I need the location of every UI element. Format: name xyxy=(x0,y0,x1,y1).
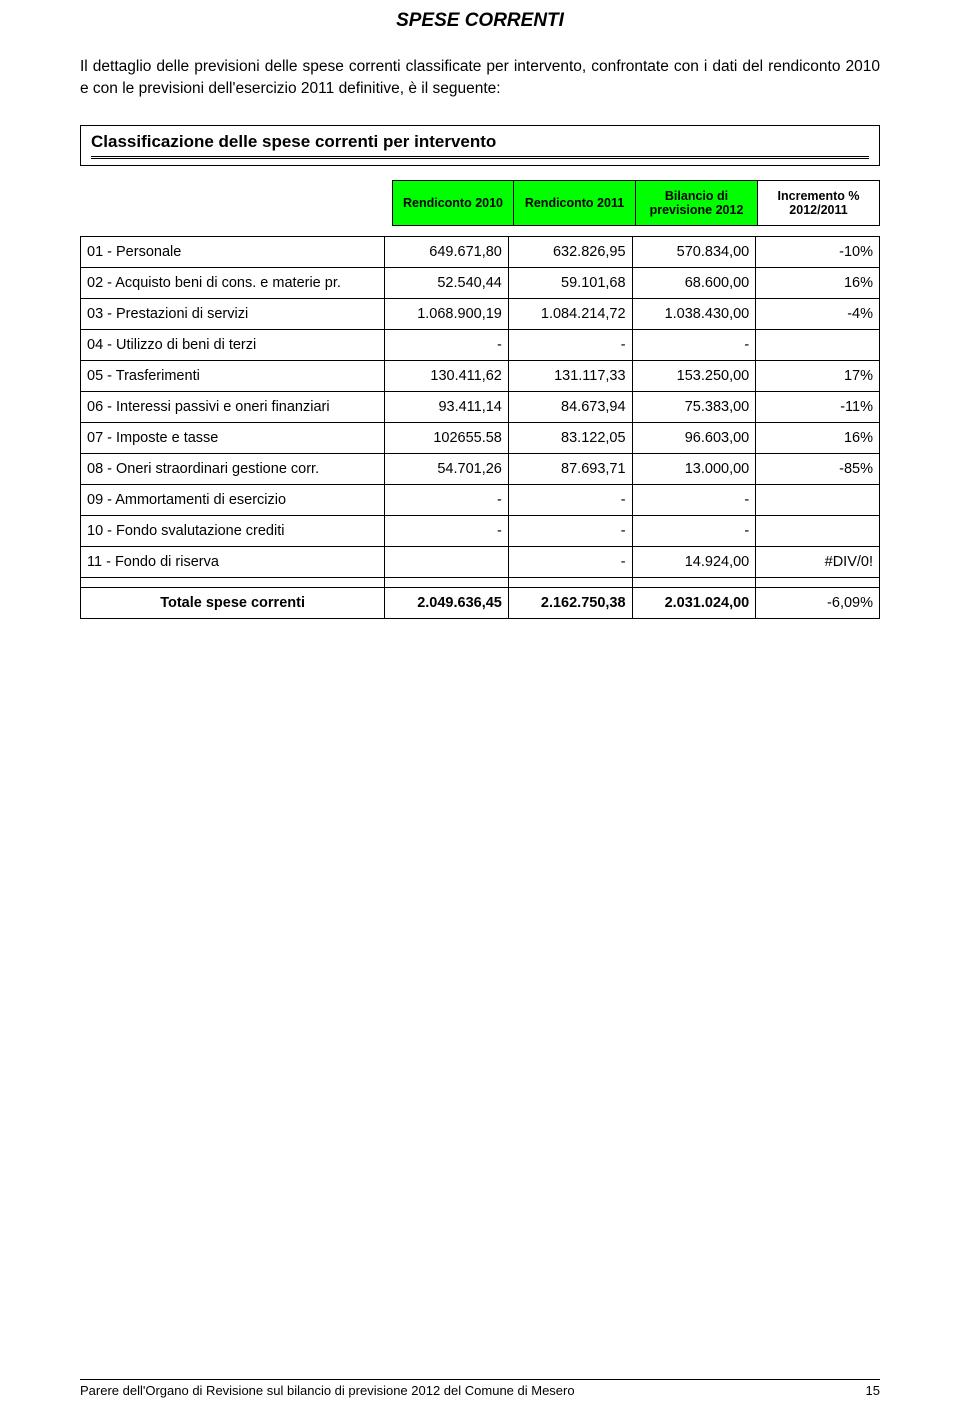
table-row: 10 - Fondo svalutazione crediti--- xyxy=(81,516,880,547)
row-label: 03 - Prestazioni di servizi xyxy=(81,299,385,330)
cell-c3: 570.834,00 xyxy=(632,237,756,268)
cell-c3: - xyxy=(632,485,756,516)
col-header-bilancio-2012: Bilancio di previsione 2012 xyxy=(636,180,758,226)
total-c1: 2.049.636,45 xyxy=(385,588,509,619)
table-title-box: Classificazione delle spese correnti per… xyxy=(80,125,880,166)
cell-c3: - xyxy=(632,516,756,547)
row-label: 09 - Ammortamenti di esercizio xyxy=(81,485,385,516)
cell-c2: - xyxy=(508,547,632,578)
row-label: 08 - Oneri straordinari gestione corr. xyxy=(81,454,385,485)
cell-c4 xyxy=(756,516,880,547)
row-label: 10 - Fondo svalutazione crediti xyxy=(81,516,385,547)
cell-c2: 131.117,33 xyxy=(508,361,632,392)
cell-c2: 83.122,05 xyxy=(508,423,632,454)
data-table: 01 - Personale649.671,80632.826,95570.83… xyxy=(80,236,880,619)
col-header-rendiconto-2010: Rendiconto 2010 xyxy=(392,180,514,226)
table-row: 01 - Personale649.671,80632.826,95570.83… xyxy=(81,237,880,268)
table-row: 07 - Imposte e tasse102655.5883.122,0596… xyxy=(81,423,880,454)
cell-c1: - xyxy=(385,330,509,361)
cell-c1 xyxy=(385,547,509,578)
cell-c2: 84.673,94 xyxy=(508,392,632,423)
row-label: 01 - Personale xyxy=(81,237,385,268)
col-header-rendiconto-2011: Rendiconto 2011 xyxy=(514,180,636,226)
cell-c4 xyxy=(756,485,880,516)
table-row: 03 - Prestazioni di servizi1.068.900,191… xyxy=(81,299,880,330)
table-row: 02 - Acquisto beni di cons. e materie pr… xyxy=(81,268,880,299)
cell-c3: 96.603,00 xyxy=(632,423,756,454)
cell-c2: 632.826,95 xyxy=(508,237,632,268)
table-header-row: Rendiconto 2010 Rendiconto 2011 Bilancio… xyxy=(80,180,880,226)
row-label: 06 - Interessi passivi e oneri finanziar… xyxy=(81,392,385,423)
cell-c3: 75.383,00 xyxy=(632,392,756,423)
cell-c1: 649.671,80 xyxy=(385,237,509,268)
cell-c1: 130.411,62 xyxy=(385,361,509,392)
cell-c4: #DIV/0! xyxy=(756,547,880,578)
cell-c2: 1.084.214,72 xyxy=(508,299,632,330)
total-c3: 2.031.024,00 xyxy=(632,588,756,619)
cell-c2: 59.101,68 xyxy=(508,268,632,299)
cell-c3: - xyxy=(632,330,756,361)
row-label: 07 - Imposte e tasse xyxy=(81,423,385,454)
total-label: Totale spese correnti xyxy=(81,588,385,619)
cell-c1: 102655.58 xyxy=(385,423,509,454)
total-c4: -6,09% xyxy=(756,588,880,619)
cell-c3: 1.038.430,00 xyxy=(632,299,756,330)
table-title: Classificazione delle spese correnti per… xyxy=(91,132,869,159)
row-label: 02 - Acquisto beni di cons. e materie pr… xyxy=(81,268,385,299)
cell-c1: 54.701,26 xyxy=(385,454,509,485)
cell-c4: -4% xyxy=(756,299,880,330)
cell-c4: 17% xyxy=(756,361,880,392)
footer-page-number: 15 xyxy=(866,1383,880,1398)
page-footer: Parere dell'Organo di Revisione sul bila… xyxy=(80,1379,880,1398)
intro-paragraph: Il dettaglio delle previsioni delle spes… xyxy=(80,56,880,99)
row-label: 05 - Trasferimenti xyxy=(81,361,385,392)
total-c2: 2.162.750,38 xyxy=(508,588,632,619)
col-header-incremento: Incremento % 2012/2011 xyxy=(758,180,880,226)
cell-c1: - xyxy=(385,516,509,547)
cell-c2: - xyxy=(508,485,632,516)
row-label: 11 - Fondo di riserva xyxy=(81,547,385,578)
cell-c3: 68.600,00 xyxy=(632,268,756,299)
cell-c4: 16% xyxy=(756,423,880,454)
table-row: 05 - Trasferimenti130.411,62131.117,3315… xyxy=(81,361,880,392)
cell-c1: 52.540,44 xyxy=(385,268,509,299)
row-label: 04 - Utilizzo di beni di terzi xyxy=(81,330,385,361)
table-row: 06 - Interessi passivi e oneri finanziar… xyxy=(81,392,880,423)
table-total-row: Totale spese correnti2.049.636,452.162.7… xyxy=(81,588,880,619)
cell-c4: 16% xyxy=(756,268,880,299)
cell-c2: - xyxy=(508,516,632,547)
cell-c4: -85% xyxy=(756,454,880,485)
cell-c2: - xyxy=(508,330,632,361)
cell-c4 xyxy=(756,330,880,361)
table-row: 08 - Oneri straordinari gestione corr.54… xyxy=(81,454,880,485)
cell-c3: 153.250,00 xyxy=(632,361,756,392)
cell-c2: 87.693,71 xyxy=(508,454,632,485)
table-row: 04 - Utilizzo di beni di terzi--- xyxy=(81,330,880,361)
cell-c1: - xyxy=(385,485,509,516)
footer-text: Parere dell'Organo di Revisione sul bila… xyxy=(80,1383,575,1398)
cell-c4: -10% xyxy=(756,237,880,268)
table-row: 09 - Ammortamenti di esercizio--- xyxy=(81,485,880,516)
cell-c1: 1.068.900,19 xyxy=(385,299,509,330)
cell-c3: 13.000,00 xyxy=(632,454,756,485)
cell-c1: 93.411,14 xyxy=(385,392,509,423)
table-row: 11 - Fondo di riserva -14.924,00#DIV/0! xyxy=(81,547,880,578)
page-title: SPESE CORRENTI xyxy=(80,10,880,32)
cell-c3: 14.924,00 xyxy=(632,547,756,578)
cell-c4: -11% xyxy=(756,392,880,423)
